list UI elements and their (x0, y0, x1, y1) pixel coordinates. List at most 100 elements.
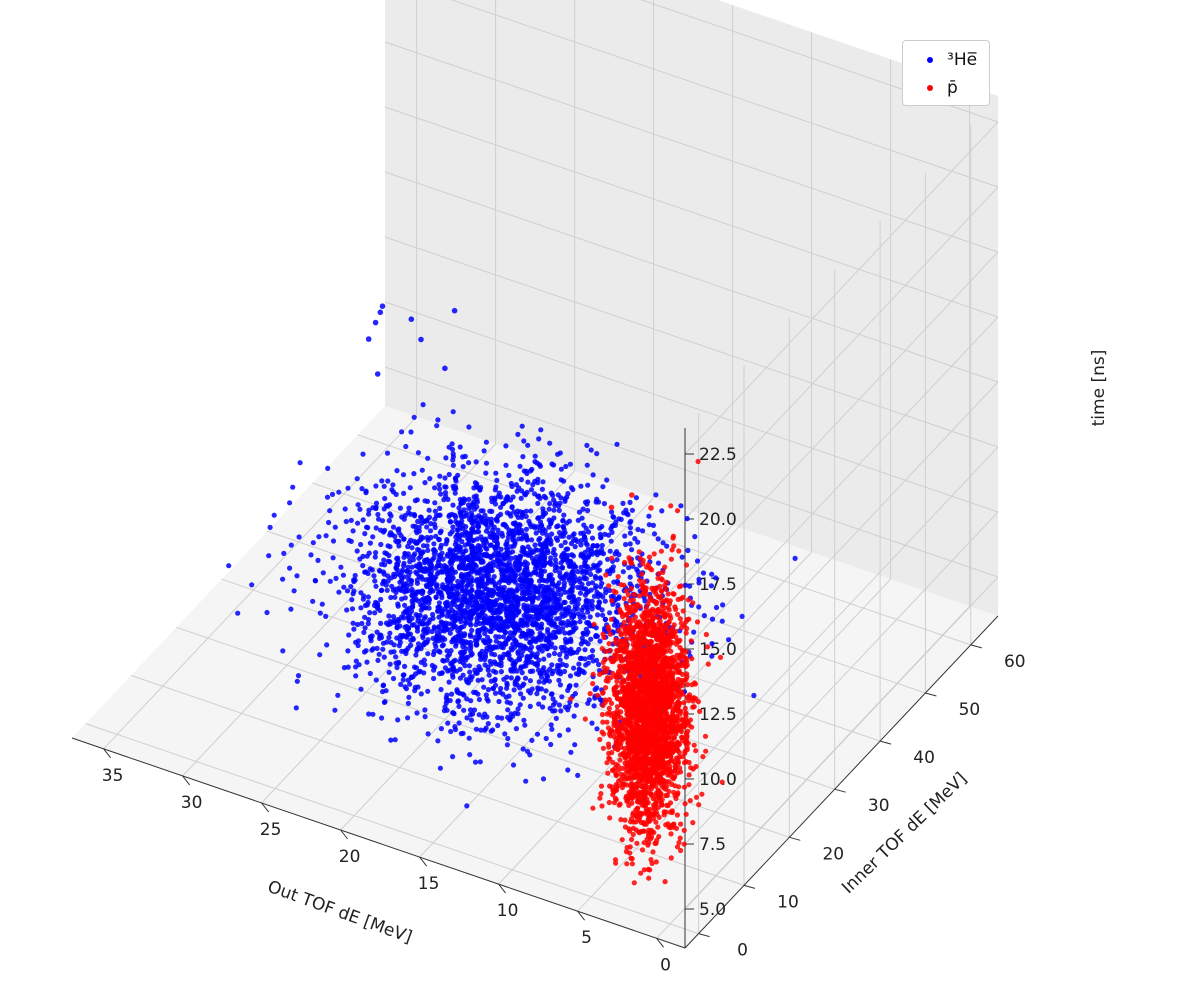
data-point (423, 518, 429, 524)
data-point (465, 604, 471, 610)
data-point (504, 562, 510, 568)
data-point (513, 572, 519, 578)
data-point (628, 816, 635, 822)
data-point (473, 726, 479, 732)
data-point (514, 604, 520, 610)
y-tick-mark (698, 933, 710, 938)
data-point (565, 727, 571, 733)
data-point (407, 559, 413, 565)
data-point (705, 661, 711, 667)
data-point (545, 673, 551, 680)
data-point (611, 579, 617, 585)
data-point (535, 500, 541, 506)
data-point (622, 824, 629, 830)
y-tick-label: 20 (822, 844, 844, 864)
data-point (345, 648, 351, 654)
data-point (324, 494, 331, 500)
data-point (476, 592, 483, 598)
data-point (455, 699, 461, 705)
data-point (555, 662, 561, 669)
x-tick-label: 25 (260, 820, 282, 840)
data-point (521, 663, 527, 669)
data-point (425, 594, 431, 601)
grid-line (85, 723, 699, 935)
data-point (413, 540, 419, 546)
data-point (680, 608, 686, 614)
data-point (442, 484, 448, 490)
data-point (692, 534, 698, 540)
data-point (468, 698, 474, 704)
y-tick-label: 60 (1004, 652, 1026, 672)
data-point (363, 524, 370, 530)
data-point (420, 402, 426, 408)
data-point (492, 690, 499, 696)
data-point (520, 454, 526, 460)
grid-line (577, 578, 891, 912)
data-point (557, 615, 563, 622)
data-point (561, 599, 567, 606)
data-point (650, 522, 657, 529)
x-tick-mark (182, 775, 190, 786)
data-point (528, 639, 534, 645)
data-point (394, 635, 400, 641)
data-point (512, 620, 518, 627)
data-point (432, 521, 438, 527)
data-point (354, 476, 360, 482)
data-point (708, 583, 715, 589)
data-point (381, 506, 387, 512)
data-point (687, 583, 693, 589)
data-point (582, 549, 588, 556)
data-point (593, 563, 599, 570)
data-point (382, 527, 388, 533)
data-point (580, 604, 586, 611)
data-point (348, 584, 354, 590)
data-point (447, 512, 453, 518)
data-point (548, 722, 554, 728)
data-point (674, 508, 681, 514)
data-point (479, 537, 486, 543)
data-point (430, 651, 437, 658)
data-point (491, 600, 497, 607)
data-point (541, 568, 548, 574)
data-point (408, 429, 414, 435)
data-point (537, 591, 543, 597)
data-point (425, 455, 431, 461)
data-point (635, 526, 641, 533)
data-point (450, 666, 456, 672)
data-point (600, 484, 606, 490)
grid-line (684, 576, 999, 910)
data-point (484, 546, 490, 552)
data-point (393, 654, 399, 660)
data-point (363, 490, 369, 496)
data-point (536, 493, 542, 499)
data-point (669, 547, 675, 553)
data-point (713, 575, 719, 581)
data-point (588, 636, 594, 642)
data-point (483, 439, 489, 445)
data-point (651, 531, 658, 537)
data-point (540, 479, 546, 485)
data-point (507, 630, 513, 636)
data-point (562, 606, 568, 612)
data-point (507, 511, 513, 517)
data-point (461, 649, 468, 655)
data-point (450, 451, 456, 457)
data-point (550, 708, 556, 714)
data-point (547, 501, 553, 507)
data-point (454, 612, 460, 619)
data-point (557, 652, 563, 658)
data-point (595, 568, 601, 574)
data-point (549, 518, 555, 524)
data-point (463, 610, 470, 616)
data-point (683, 562, 690, 568)
data-point (295, 673, 302, 679)
data-point (449, 691, 455, 697)
data-point (428, 576, 434, 582)
data-point (466, 460, 472, 466)
data-point (405, 564, 411, 570)
data-point (614, 441, 620, 447)
data-point (352, 572, 358, 579)
data-point (659, 508, 665, 514)
data-point (684, 516, 690, 522)
data-point (323, 533, 329, 539)
